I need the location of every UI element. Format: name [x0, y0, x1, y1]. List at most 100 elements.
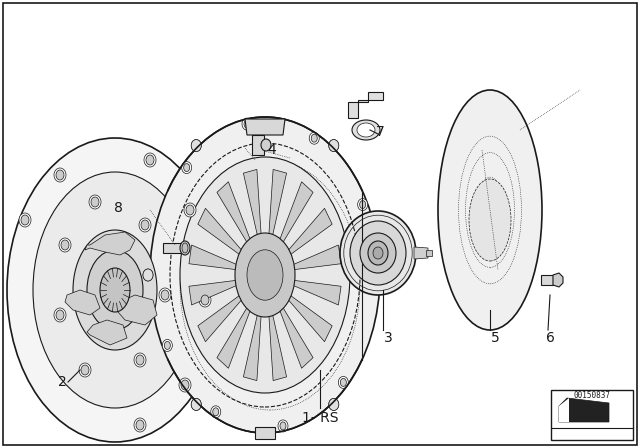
Ellipse shape [340, 379, 346, 387]
Ellipse shape [144, 153, 156, 167]
Ellipse shape [199, 293, 211, 307]
Polygon shape [280, 208, 332, 262]
Ellipse shape [280, 422, 286, 430]
Ellipse shape [136, 355, 144, 365]
Ellipse shape [164, 341, 170, 349]
Ellipse shape [179, 378, 191, 392]
Ellipse shape [352, 120, 380, 140]
Ellipse shape [244, 120, 250, 128]
Ellipse shape [33, 172, 197, 408]
Ellipse shape [329, 140, 339, 151]
Polygon shape [252, 135, 264, 155]
Ellipse shape [21, 215, 29, 225]
Ellipse shape [357, 123, 375, 137]
Polygon shape [118, 295, 157, 325]
Ellipse shape [247, 250, 283, 300]
Ellipse shape [19, 213, 31, 227]
Ellipse shape [212, 408, 219, 416]
Ellipse shape [81, 365, 89, 375]
Ellipse shape [358, 198, 367, 211]
Text: 1- RS: 1- RS [301, 411, 339, 425]
Text: 00150837: 00150837 [573, 391, 611, 400]
Ellipse shape [261, 139, 271, 151]
Ellipse shape [191, 398, 201, 410]
Polygon shape [426, 250, 432, 256]
Polygon shape [268, 169, 287, 250]
Ellipse shape [182, 162, 191, 173]
Polygon shape [275, 296, 313, 368]
Ellipse shape [143, 269, 153, 281]
Ellipse shape [89, 195, 101, 209]
Ellipse shape [311, 134, 317, 142]
Text: 8: 8 [113, 201, 122, 215]
Polygon shape [65, 290, 100, 315]
Ellipse shape [360, 201, 365, 209]
Ellipse shape [180, 157, 350, 393]
Ellipse shape [182, 243, 188, 253]
Polygon shape [268, 300, 287, 381]
Ellipse shape [73, 230, 157, 350]
Ellipse shape [368, 241, 388, 265]
Ellipse shape [201, 295, 209, 305]
Text: 6: 6 [545, 331, 554, 345]
Polygon shape [541, 275, 553, 285]
Polygon shape [243, 169, 262, 250]
Ellipse shape [186, 205, 194, 215]
Ellipse shape [59, 238, 71, 252]
Ellipse shape [181, 380, 189, 390]
Polygon shape [348, 92, 383, 118]
Ellipse shape [242, 118, 252, 130]
Ellipse shape [191, 140, 201, 151]
Ellipse shape [91, 197, 99, 207]
Ellipse shape [309, 132, 319, 144]
Ellipse shape [146, 155, 154, 165]
Ellipse shape [139, 218, 151, 232]
Ellipse shape [191, 398, 201, 410]
Polygon shape [189, 245, 247, 271]
Ellipse shape [469, 179, 511, 261]
Polygon shape [255, 427, 275, 439]
Polygon shape [198, 289, 250, 342]
Ellipse shape [339, 376, 348, 388]
Polygon shape [275, 182, 313, 254]
Polygon shape [163, 243, 183, 253]
Ellipse shape [141, 220, 149, 230]
Ellipse shape [184, 164, 189, 172]
Ellipse shape [136, 420, 144, 430]
Polygon shape [217, 182, 255, 254]
Ellipse shape [54, 308, 66, 322]
Ellipse shape [329, 140, 339, 151]
Polygon shape [283, 245, 341, 271]
Polygon shape [280, 289, 332, 342]
Polygon shape [283, 279, 341, 305]
Polygon shape [414, 247, 428, 259]
Ellipse shape [340, 211, 416, 295]
Ellipse shape [235, 233, 295, 317]
Text: 7: 7 [376, 125, 385, 139]
Ellipse shape [54, 168, 66, 182]
Ellipse shape [360, 233, 396, 273]
Ellipse shape [373, 247, 383, 259]
Ellipse shape [438, 90, 542, 330]
Ellipse shape [159, 288, 171, 302]
Ellipse shape [161, 290, 169, 300]
Polygon shape [245, 119, 285, 135]
Text: 2: 2 [58, 375, 67, 389]
Polygon shape [189, 279, 247, 305]
Ellipse shape [163, 340, 172, 351]
Text: 3: 3 [383, 331, 392, 345]
Bar [551, 390, 633, 440]
Polygon shape [87, 320, 127, 345]
Ellipse shape [211, 406, 221, 418]
Polygon shape [559, 398, 609, 422]
Polygon shape [243, 300, 262, 381]
Ellipse shape [191, 140, 201, 151]
Ellipse shape [350, 221, 406, 285]
Ellipse shape [56, 310, 64, 320]
Ellipse shape [87, 250, 143, 330]
Ellipse shape [184, 203, 196, 217]
Polygon shape [85, 232, 135, 255]
Ellipse shape [329, 398, 339, 410]
Polygon shape [559, 398, 569, 422]
Ellipse shape [134, 418, 146, 432]
